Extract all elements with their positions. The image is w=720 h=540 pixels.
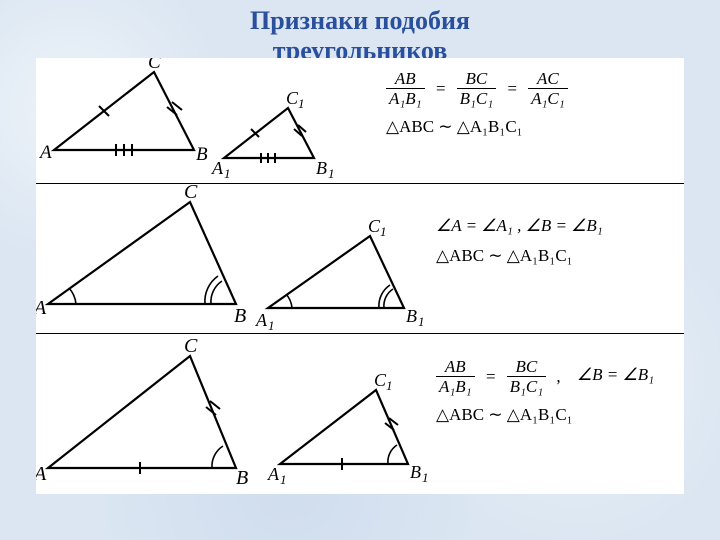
svg-text:A: A (36, 297, 47, 319)
svg-text:C: C (184, 184, 198, 203)
svg-text:B: B (236, 467, 248, 489)
svg-text:1: 1 (380, 224, 387, 239)
triangle-ABC-r3: A B C (36, 335, 248, 489)
svg-text:B: B (234, 305, 246, 327)
triangle-A1B1C1-r1: A1 B1 C1 (211, 88, 335, 181)
row2-formula: ∠A = ∠A₁ , ∠B = ∠B₁ △ABC ∼ △A₁B₁C₁ (436, 216, 603, 266)
svg-text:A: A (38, 142, 52, 163)
criterion-row-1: A B C A1 B1 C1 ABA₁B₁ = BCB₁C₁ = ACA₁C₁ … (36, 58, 684, 183)
svg-text:1: 1 (224, 166, 231, 181)
title-line1: Признаки подобия (250, 6, 470, 35)
svg-text:B: B (406, 306, 417, 326)
svg-text:C: C (148, 58, 161, 73)
criterion-row-2: A B C A1 B1 C1 ∠A = ∠A₁ , ∠B = ∠B₁ △ABC … (36, 183, 684, 334)
svg-text:1: 1 (418, 314, 425, 329)
row1-figure: A B C A1 B1 C1 (36, 58, 684, 183)
svg-text:1: 1 (386, 378, 393, 393)
triangle-ABC-r2: A B C (36, 184, 246, 327)
page-title: Признаки подобия треугольников (0, 0, 720, 66)
svg-text:B: B (196, 144, 208, 165)
svg-text:C: C (184, 335, 198, 357)
triangle-ABC-r1: A B C (38, 58, 208, 165)
triangle-A1B1C1-r2: A1 B1 C1 (255, 216, 425, 333)
svg-text:B: B (410, 462, 421, 482)
svg-text:1: 1 (268, 318, 275, 333)
svg-text:A: A (267, 464, 280, 484)
svg-text:1: 1 (298, 96, 305, 111)
svg-text:1: 1 (422, 470, 429, 485)
svg-text:A: A (255, 310, 268, 330)
criterion-row-3: A B C A1 B1 C1 ABA₁B₁ = BCB₁C₁ , ∠B = ∠B… (36, 333, 684, 494)
row3-formula: ABA₁B₁ = BCB₁C₁ , ∠B = ∠B₁ △ABC ∼ △A₁B₁C… (436, 358, 654, 425)
svg-text:B: B (316, 158, 327, 178)
svg-text:A: A (36, 463, 47, 485)
svg-text:1: 1 (280, 472, 287, 487)
row1-formula: ABA₁B₁ = BCB₁C₁ = ACA₁C₁ △ABC ∼ △A₁B₁C₁ (386, 70, 568, 137)
triangle-A1B1C1-r3: A1 B1 C1 (267, 370, 429, 487)
svg-text:1: 1 (328, 166, 335, 181)
svg-text:A: A (211, 158, 224, 178)
